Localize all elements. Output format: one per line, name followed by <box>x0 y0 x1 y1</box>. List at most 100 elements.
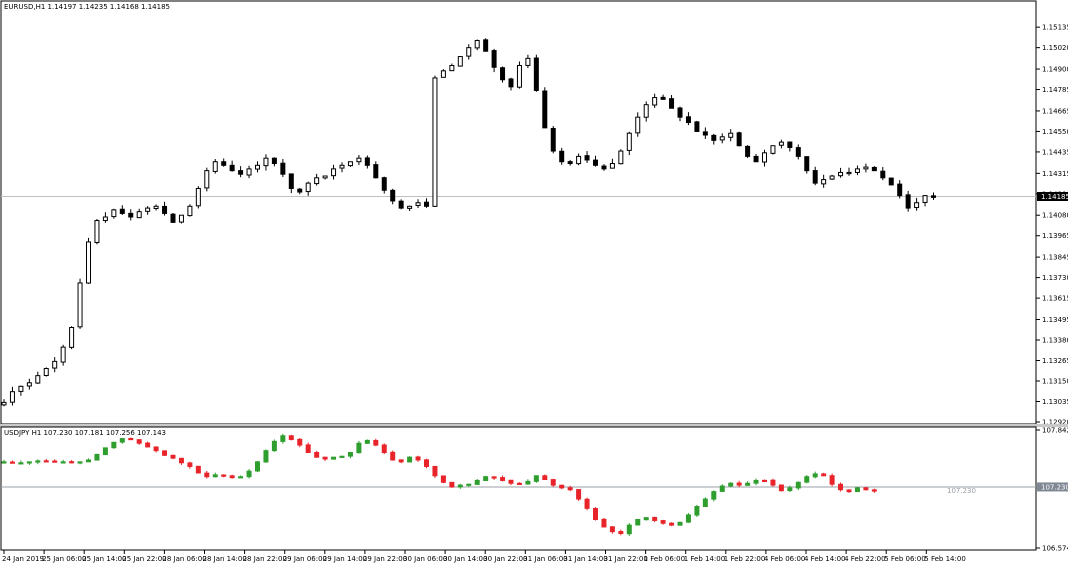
sub-chart-header: USDJPY H1 107.230 107.181 107.256 107.14… <box>4 429 166 437</box>
eurusd-candle <box>838 167 844 178</box>
eurusd-candle <box>102 212 108 223</box>
window-separator[interactable] <box>0 424 1068 427</box>
eurusd-candle-body <box>288 173 294 189</box>
usdjpy-candle-body <box>119 438 125 443</box>
usdjpy-candle <box>500 475 506 482</box>
usdjpy-candle <box>187 461 193 469</box>
eurusd-candle-body <box>466 47 472 57</box>
eurusd-candle <box>43 367 49 377</box>
eurusd-candle <box>736 131 742 147</box>
usdjpy-candle <box>314 450 320 458</box>
usdjpy-candle <box>255 460 260 473</box>
eurusd-candle-body <box>390 189 396 202</box>
eurusd-y-tick-label: 1.13730 <box>1042 274 1068 282</box>
usdjpy-candle-body <box>871 489 877 492</box>
usdjpy-candle <box>271 439 277 452</box>
eurusd-candle <box>931 192 936 200</box>
usdjpy-candle-body <box>753 479 759 484</box>
usdjpy-candle <box>356 440 362 454</box>
eurusd-candle-body <box>677 107 683 118</box>
usdjpy-candle <box>102 447 108 456</box>
usdjpy-candle-body <box>271 440 277 452</box>
usdjpy-candle-body <box>804 476 810 483</box>
usdjpy-candle <box>863 486 869 491</box>
eurusd-candle-body <box>854 168 860 173</box>
eurusd-candle-body <box>753 155 759 163</box>
eurusd-candle <box>432 75 438 208</box>
eurusd-candle <box>584 151 590 163</box>
eurusd-candle <box>373 161 379 179</box>
usdjpy-candle-body <box>221 474 227 477</box>
usdjpy-candle-body <box>601 518 607 528</box>
eurusd-candle <box>246 165 252 179</box>
eurusd-candle-body <box>187 205 193 217</box>
eurusd-candle-body <box>787 141 793 148</box>
usdjpy-candle-body <box>255 461 260 472</box>
usdjpy-candle <box>229 474 235 479</box>
eurusd-candle-body <box>128 212 134 218</box>
usdjpy-candle <box>398 459 404 464</box>
usdjpy-candle-body <box>559 484 565 489</box>
usdjpy-candle-body <box>728 482 734 487</box>
usdjpy-candle-body <box>838 483 844 491</box>
eurusd-current-price-badge-text: 1.14185 <box>1041 193 1068 201</box>
eurusd-candle <box>762 149 767 167</box>
eurusd-candle-body <box>229 164 235 172</box>
eurusd-candle-body <box>685 116 691 124</box>
eurusd-candle <box>491 48 497 73</box>
eurusd-candle <box>821 174 827 188</box>
eurusd-y-tick-label: 1.13495 <box>1042 316 1068 324</box>
usdjpy-candle <box>128 437 134 441</box>
usdjpy-candle-body <box>762 479 767 483</box>
eurusd-candle-body <box>415 202 421 207</box>
eurusd-candle-body <box>652 97 658 106</box>
usdjpy-candle-body <box>508 479 514 484</box>
eurusd-candle-body <box>871 166 877 172</box>
eurusd-candle <box>280 158 286 178</box>
usdjpy-candle <box>52 459 58 463</box>
eurusd-candle-body <box>204 170 210 189</box>
usdjpy-candle <box>77 461 83 465</box>
eurusd-candle-body <box>508 78 514 88</box>
eurusd-candle <box>643 101 649 122</box>
eurusd-candle-body <box>838 171 844 177</box>
x-tick-label: 25 Jan 22:00 <box>122 555 166 563</box>
eurusd-candle-body <box>221 161 227 166</box>
usdjpy-candle <box>694 504 700 518</box>
eurusd-candle-body <box>440 70 446 78</box>
eurusd-candle <box>322 175 328 180</box>
x-tick-label: 30 Jan 22:00 <box>483 555 527 563</box>
eurusd-candle <box>77 278 83 329</box>
eurusd-candle <box>694 120 700 133</box>
main-chart-frame <box>0 0 1037 425</box>
x-tick-label: 4 Feb 14:00 <box>804 555 845 563</box>
usdjpy-candle-body <box>652 516 658 521</box>
usdjpy-candle-body <box>407 456 413 463</box>
eurusd-y-tick-label: 1.15020 <box>1042 44 1068 52</box>
eurusd-candle-body <box>381 177 387 191</box>
eurusd-candle <box>119 205 125 215</box>
usdjpy-candle-body <box>424 459 429 467</box>
usdjpy-candle <box>643 517 649 521</box>
usdjpy-candle-body <box>618 531 624 534</box>
usdjpy-candle-body <box>246 470 252 478</box>
eurusd-candle <box>18 385 24 396</box>
usdjpy-candle-body <box>229 475 235 479</box>
usdjpy-candle-body <box>364 439 370 444</box>
eurusd-candle-body <box>762 152 767 163</box>
usdjpy-candle-body <box>18 462 24 465</box>
eurusd-candle-body <box>626 132 632 151</box>
usdjpy-candle-body <box>187 462 193 467</box>
eurusd-candle-body <box>26 382 32 387</box>
eurusd-y-tick-label: 1.14315 <box>1042 170 1068 178</box>
usdjpy-candle <box>584 497 590 511</box>
usdjpy-candle-body <box>711 491 717 500</box>
eurusd-candle <box>331 164 337 180</box>
usdjpy-candle <box>474 479 480 485</box>
eurusd-candle-body <box>60 346 66 363</box>
usdjpy-candle-body <box>669 522 675 526</box>
usdjpy-candle-body <box>635 519 641 526</box>
eurusd-candle <box>846 167 852 176</box>
usdjpy-candle-body <box>702 498 708 507</box>
